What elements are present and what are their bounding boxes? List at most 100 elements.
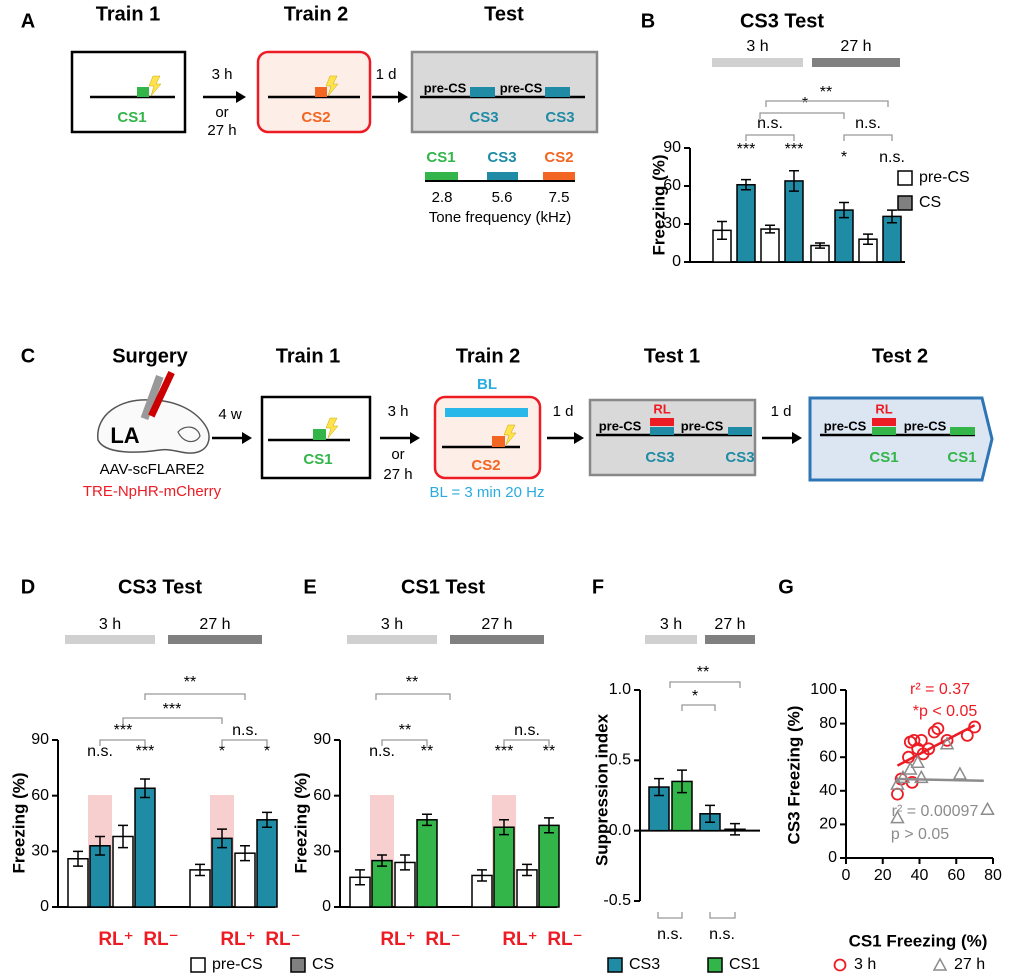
- annotation: p > 0.05: [891, 826, 949, 843]
- box: [588, 398, 757, 477]
- x-axis-label: CS1 Freezing (%): [849, 931, 988, 950]
- y-tick-label: 40: [819, 782, 837, 799]
- bar: [760, 228, 780, 263]
- bracket: [669, 681, 741, 688]
- shock: [503, 424, 517, 446]
- tone: [872, 427, 896, 435]
- interval: or: [391, 446, 404, 463]
- annotation: *: [219, 743, 225, 760]
- bar: [736, 183, 756, 263]
- y-tick-label: 60: [31, 787, 49, 804]
- legend-swatch: [607, 957, 623, 973]
- annotation: n.s.: [369, 743, 395, 760]
- x-tick-label: 40: [911, 867, 929, 884]
- x-tick-label: 20: [874, 867, 892, 884]
- step-title: Train 2: [284, 3, 348, 25]
- virus: TRE-NpHR-mCherry: [83, 483, 222, 500]
- segment: CS1: [947, 449, 976, 466]
- step-title: Test: [484, 3, 524, 25]
- annotation: ***: [737, 141, 756, 158]
- bl-label: BL: [477, 376, 497, 393]
- error-bar: [717, 220, 727, 240]
- segment: CS3: [545, 109, 574, 126]
- tone: [470, 87, 495, 97]
- x-tick-label: RL⁺: [98, 929, 133, 950]
- legend-swatch: [190, 957, 206, 973]
- arrow-head: [574, 432, 584, 444]
- cs-label: CS1: [117, 109, 146, 126]
- arrow-head: [398, 91, 408, 103]
- annotation: ***: [495, 743, 514, 760]
- group-label: 3 h: [746, 38, 768, 55]
- y-tick-label: 100: [810, 681, 837, 698]
- annotation: **: [184, 674, 196, 691]
- interval: 3 h: [388, 403, 409, 420]
- segment: pre-CS: [424, 80, 467, 95]
- x-tick-label: RL⁻: [425, 929, 460, 950]
- panel-label: C: [21, 345, 35, 367]
- point: [980, 801, 995, 816]
- panel-a: A Train 1 Train 2 Test CS1 3 h or 27 h C…: [21, 3, 599, 226]
- y-tick-label: 90: [313, 731, 331, 748]
- tone-name: CS1: [426, 149, 455, 166]
- group-bar: [347, 635, 437, 644]
- y-tick-label: 90: [31, 731, 49, 748]
- cs-label: CS2: [471, 457, 500, 474]
- error-bar: [839, 201, 849, 219]
- legend-label: 3 h: [854, 956, 876, 973]
- error-bar: [140, 778, 150, 799]
- error-bar: [863, 233, 873, 246]
- red-light: [650, 418, 674, 426]
- annotation: r² = 0.00097: [892, 803, 979, 820]
- group-label: 27 h: [714, 616, 745, 633]
- bracket: [657, 912, 683, 919]
- point: [939, 736, 955, 750]
- chart-title: CS1 Test: [401, 576, 485, 598]
- annotation: *: [841, 149, 847, 166]
- tone: [313, 429, 326, 440]
- tone: [425, 172, 458, 180]
- bracket: [745, 134, 795, 141]
- x-tick-label: RL⁻: [547, 929, 582, 950]
- bracket: [709, 912, 736, 919]
- bar: [784, 180, 804, 263]
- annotation: **: [820, 84, 832, 101]
- point: [895, 769, 911, 784]
- segment: CS3: [645, 449, 674, 466]
- error-bar: [815, 242, 825, 249]
- blue-light: [445, 408, 528, 417]
- group-label: 27 h: [840, 38, 871, 55]
- frequency: 2.8: [432, 189, 453, 206]
- y-axis-label: Freezing (%): [649, 154, 668, 255]
- annotation: **: [421, 743, 433, 760]
- segment: pre-CS: [681, 418, 724, 433]
- bracket: [765, 100, 889, 107]
- y-tick-label: 1.0: [609, 681, 631, 698]
- point: [910, 754, 925, 768]
- box: [256, 50, 372, 134]
- error-bar: [887, 209, 897, 224]
- y-tick-label: 20: [819, 816, 837, 833]
- point: [922, 742, 936, 756]
- tone: [728, 427, 752, 435]
- interval: 27 h: [207, 122, 236, 139]
- group-bar: [812, 58, 900, 67]
- frequency: 5.6: [492, 189, 513, 206]
- y-tick-label: 90: [663, 139, 681, 156]
- segment: pre-CS: [824, 418, 867, 433]
- shock: [325, 417, 339, 439]
- group-label: 27 h: [199, 616, 230, 633]
- y-axis-label: Freezing (%): [291, 772, 310, 873]
- step-title: Train 1: [276, 345, 340, 367]
- tone: [543, 172, 575, 180]
- annotation: *p < 0.05: [913, 703, 978, 720]
- x-tick-label: 60: [947, 867, 965, 884]
- error-bar: [654, 777, 664, 797]
- segment: RL: [653, 401, 670, 416]
- shock: [325, 75, 339, 97]
- annotation: *: [802, 95, 808, 112]
- error-bar: [217, 828, 227, 849]
- error-bar: [522, 863, 532, 877]
- arrow-head: [236, 91, 246, 103]
- point: [890, 810, 905, 824]
